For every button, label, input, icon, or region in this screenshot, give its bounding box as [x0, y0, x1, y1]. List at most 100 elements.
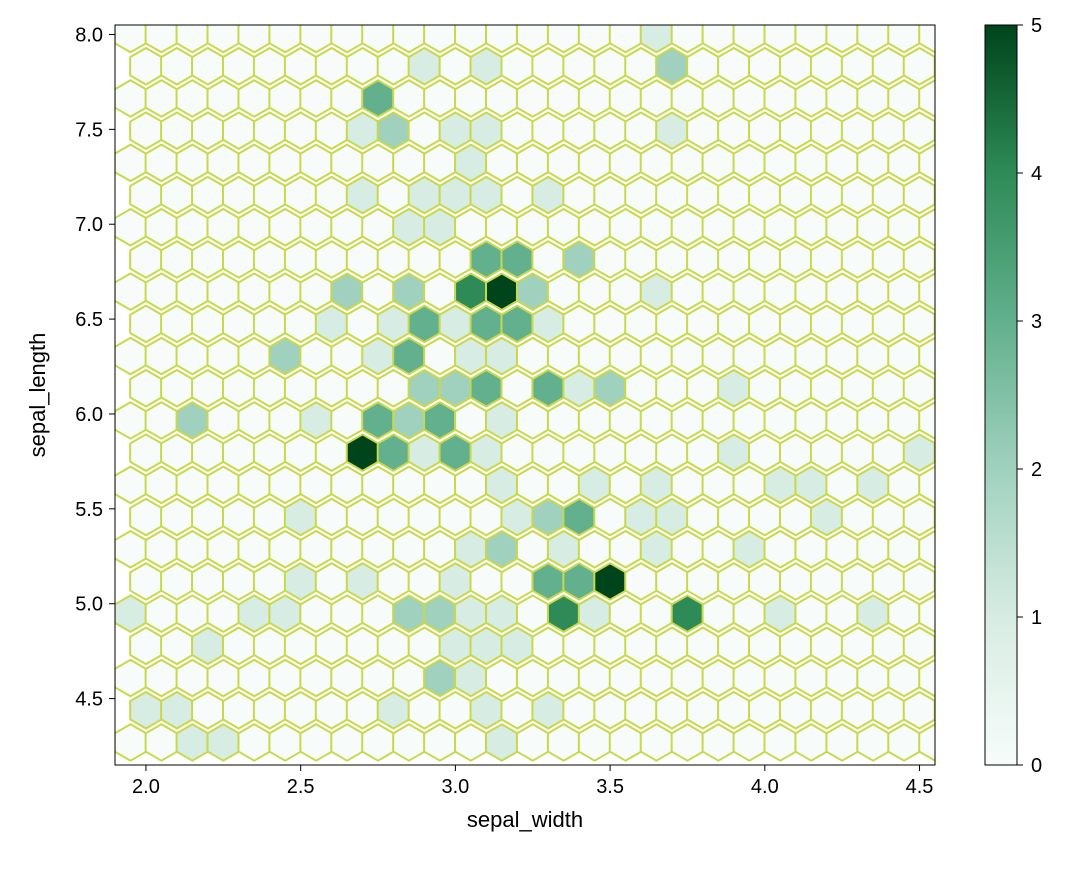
hex-cell: [393, 338, 425, 374]
hex-cell: [269, 145, 301, 181]
hex-cell: [857, 145, 889, 181]
hex-cell: [471, 306, 503, 342]
hex-cell: [687, 628, 719, 664]
hex-cell: [718, 499, 750, 535]
hex-cell: [254, 241, 286, 277]
hex-cell: [501, 48, 533, 84]
hex-cell: [347, 48, 379, 84]
hex-cell: [842, 370, 874, 406]
hex-cell: [672, 273, 704, 309]
hex-cell: [177, 145, 209, 181]
hex-cell: [904, 241, 936, 277]
hex-cell: [300, 724, 332, 760]
hex-cell: [888, 467, 920, 503]
hex-cell: [146, 338, 178, 374]
hex-cell: [888, 402, 920, 438]
hex-cell: [177, 80, 209, 116]
hex-cell: [749, 306, 781, 342]
hex-cell: [316, 241, 348, 277]
hex-cell: [672, 16, 704, 52]
hex-cell: [440, 241, 472, 277]
y-tick-label: 7.0: [75, 214, 103, 236]
hex-cell: [548, 145, 580, 181]
y-tick-label: 5.5: [75, 499, 103, 521]
hex-cell: [656, 370, 688, 406]
hex-cell: [826, 724, 858, 760]
hex-cell: [223, 563, 255, 599]
hex-cell: [826, 531, 858, 567]
hex-cell: [610, 338, 642, 374]
hex-cell: [532, 241, 564, 277]
hex-cell: [471, 434, 503, 470]
hex-cell: [146, 402, 178, 438]
hex-cell: [532, 112, 564, 148]
hex-cell: [486, 273, 518, 309]
hex-cell: [409, 0, 441, 20]
hex-cell: [455, 80, 487, 116]
hex-cell: [563, 241, 595, 277]
hex-cell: [826, 402, 858, 438]
hex-cell: [471, 370, 503, 406]
hex-cell: [718, 306, 750, 342]
hex-cell: [238, 724, 270, 760]
hex-cell: [409, 112, 441, 148]
hex-cell: [285, 306, 317, 342]
hex-cell: [130, 48, 162, 84]
hex-cell: [935, 177, 967, 213]
hex-cell: [285, 370, 317, 406]
hex-cell: [641, 402, 673, 438]
hex-cell: [625, 628, 657, 664]
hex-cell: [362, 209, 394, 245]
hex-cell: [765, 595, 797, 631]
hex-cell: [130, 563, 162, 599]
hexbin-chart: 2.02.53.03.54.04.54.55.05.56.06.57.07.58…: [0, 0, 1078, 872]
hex-cell: [579, 660, 611, 696]
hex-cell: [362, 273, 394, 309]
hex-cell: [548, 273, 580, 309]
hex-cell: [285, 499, 317, 535]
hex-cell: [579, 273, 611, 309]
x-tick-label: 4.5: [906, 776, 934, 798]
hex-cell: [161, 499, 193, 535]
hex-cell: [780, 434, 812, 470]
hex-cell: [672, 724, 704, 760]
hex-cell: [347, 692, 379, 728]
hex-cell: [269, 209, 301, 245]
hex-cell: [223, 370, 255, 406]
hex-cell: [486, 531, 518, 567]
hex-cell: [888, 209, 920, 245]
hex-cell: [192, 499, 224, 535]
hex-cell: [842, 434, 874, 470]
hex-cell: [532, 0, 564, 20]
hex-cell: [795, 467, 827, 503]
hex-cell: [703, 209, 735, 245]
hex-cell: [935, 628, 967, 664]
hex-cell: [161, 370, 193, 406]
hex-cell: [223, 177, 255, 213]
hex-cell: [703, 660, 735, 696]
hex-cell: [795, 724, 827, 760]
hex-cell: [625, 112, 657, 148]
hex-cell: [238, 467, 270, 503]
hex-cell: [192, 48, 224, 84]
hex-cell: [316, 628, 348, 664]
hex-cell: [703, 724, 735, 760]
hex-cell: [440, 499, 472, 535]
hex-cell: [656, 177, 688, 213]
hex-cell: [440, 563, 472, 599]
hex-cell: [331, 209, 363, 245]
hex-cell: [625, 563, 657, 599]
hex-cell: [409, 563, 441, 599]
hex-cell: [718, 112, 750, 148]
hex-cell: [579, 145, 611, 181]
colorbar-tick-label: 5: [1031, 15, 1042, 37]
hex-cell: [888, 595, 920, 631]
hex-cell: [935, 499, 967, 535]
hex-cell: [687, 177, 719, 213]
hex-cell: [269, 724, 301, 760]
hex-cell: [935, 112, 967, 148]
hex-cell: [656, 563, 688, 599]
hex-cell: [888, 660, 920, 696]
hex-cell: [811, 628, 843, 664]
hex-cell: [378, 692, 410, 728]
